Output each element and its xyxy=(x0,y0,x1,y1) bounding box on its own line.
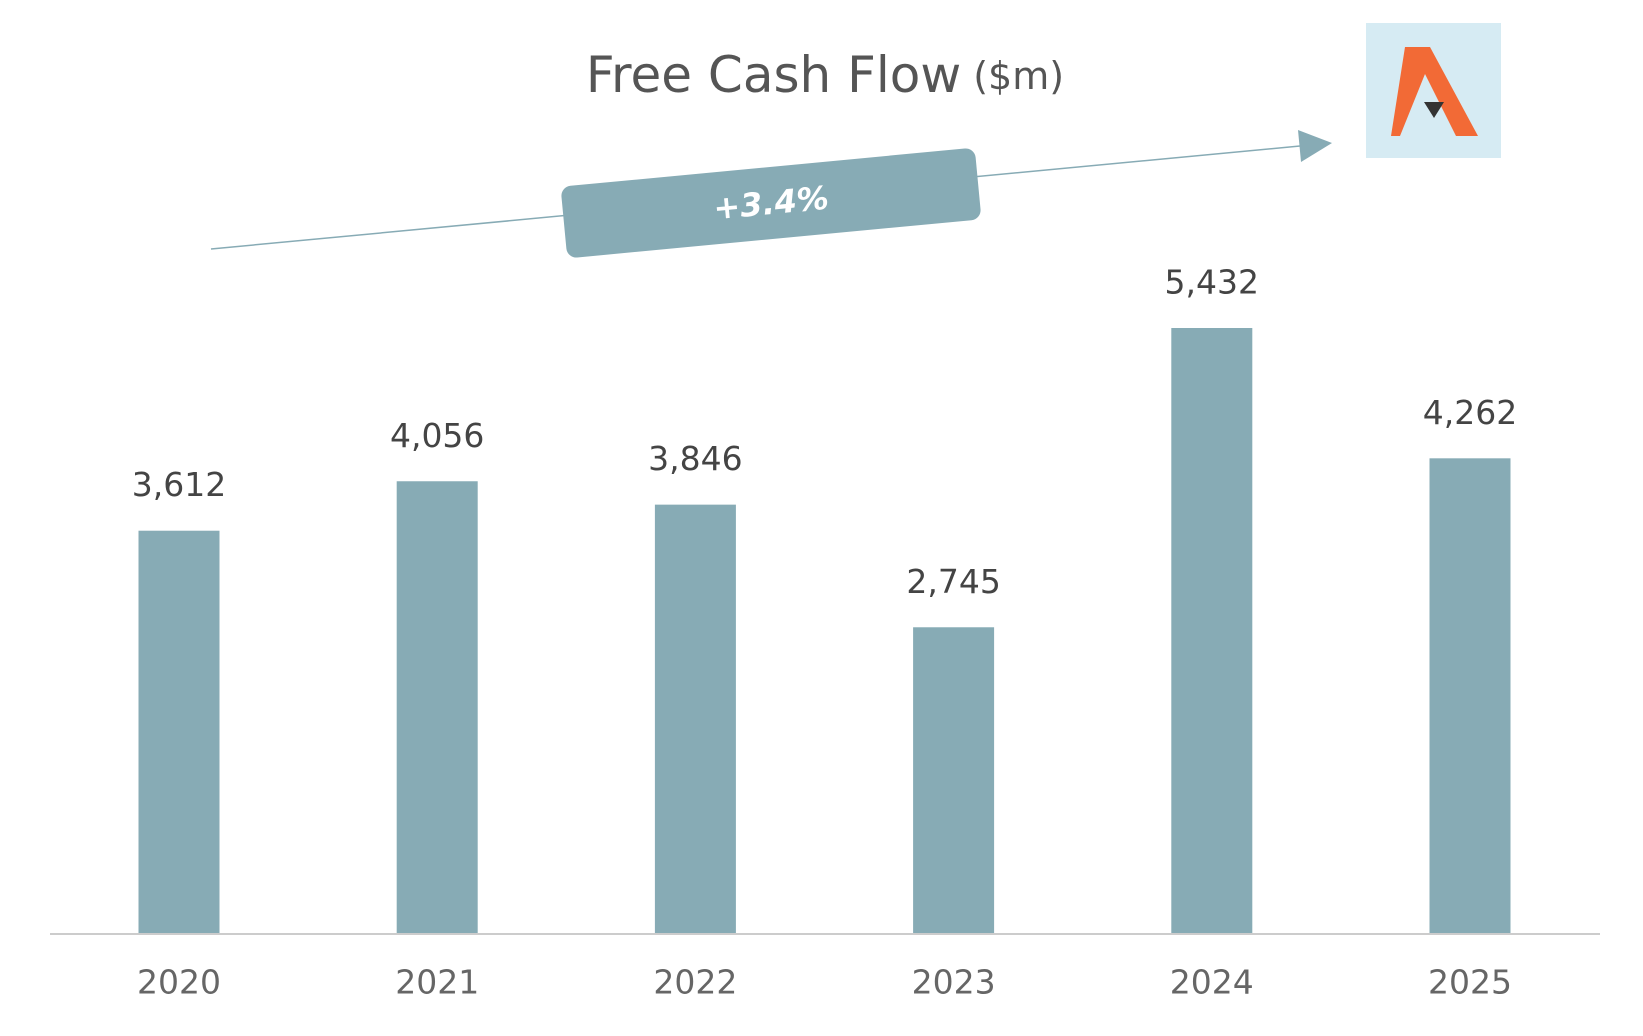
title: Free Cash Flow xyxy=(586,46,961,104)
pill-bg xyxy=(561,148,981,258)
value-label: 4,056 xyxy=(390,416,484,455)
logo xyxy=(1366,23,1501,158)
bar xyxy=(138,530,220,933)
bar xyxy=(654,504,736,933)
subtitle: ($m) xyxy=(973,54,1064,98)
logo-mark xyxy=(1391,47,1478,136)
x-tick-label: 2025 xyxy=(1428,963,1512,1002)
value-label: 2,745 xyxy=(906,562,1000,601)
logo-tri xyxy=(1424,102,1444,118)
bar xyxy=(396,481,478,933)
value-label: 3,612 xyxy=(132,465,226,504)
x-tick-label: 2023 xyxy=(912,963,996,1002)
value-label: 3,846 xyxy=(648,439,742,478)
x-tick-label: 2022 xyxy=(653,963,737,1002)
value-label: 5,432 xyxy=(1165,263,1259,302)
annotation-pill: +3.4% xyxy=(561,148,981,258)
bar xyxy=(1429,458,1511,933)
arrow-head xyxy=(1298,130,1332,162)
bar xyxy=(913,627,995,933)
x-tick-label: 2021 xyxy=(395,963,479,1002)
chart-title: Free Cash Flow ($m) xyxy=(586,46,1064,104)
x-tick-label: 2020 xyxy=(137,963,221,1002)
value-label: 4,262 xyxy=(1423,393,1517,432)
x-tick-label: 2024 xyxy=(1170,963,1254,1002)
bar xyxy=(1171,328,1253,933)
